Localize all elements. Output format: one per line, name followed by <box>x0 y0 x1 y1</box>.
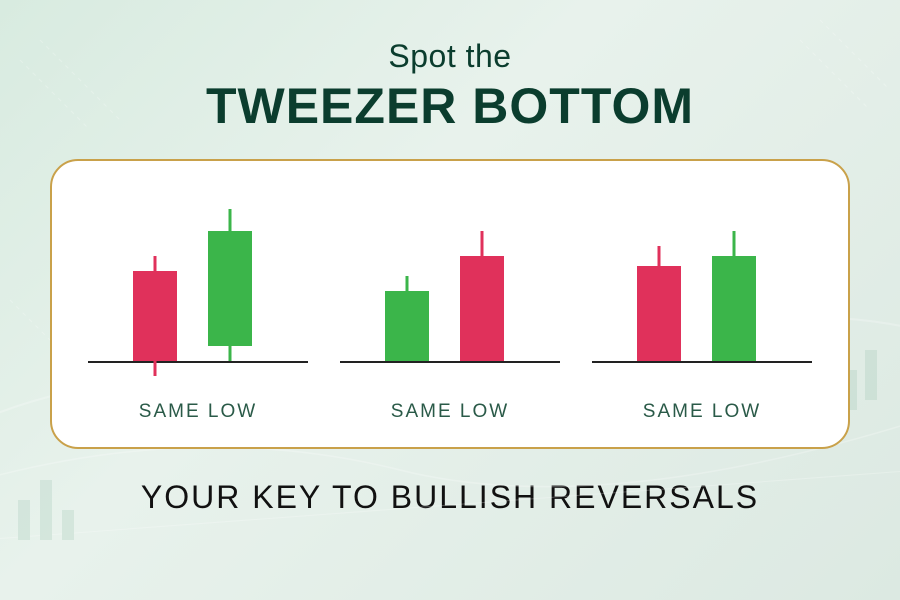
baseline <box>88 361 308 363</box>
footer-text: YOUR KEY TO BULLISH REVERSALS <box>0 479 900 516</box>
candle-body <box>712 256 756 361</box>
title-big: TWEEZER BOTTOM <box>0 77 900 135</box>
candle <box>637 201 681 391</box>
candle-canvas <box>88 201 308 391</box>
candle-body <box>460 256 504 361</box>
candle-body <box>637 266 681 361</box>
pattern-panel: SAME LOW SAME LOW SAME LOW <box>50 159 850 449</box>
candle-canvas <box>592 201 812 391</box>
candle-pair: SAME LOW <box>340 201 560 423</box>
candle <box>460 201 504 391</box>
baseline <box>592 361 812 363</box>
candle <box>385 201 429 391</box>
candle-pair: SAME LOW <box>88 201 308 423</box>
candle-body <box>133 271 177 361</box>
baseline <box>340 361 560 363</box>
candle-pair: SAME LOW <box>592 201 812 423</box>
candle-body <box>385 291 429 361</box>
header: Spot the TWEEZER BOTTOM <box>0 0 900 135</box>
candle-canvas <box>340 201 560 391</box>
candle <box>208 201 252 391</box>
title-small: Spot the <box>0 38 900 75</box>
footer: YOUR KEY TO BULLISH REVERSALS <box>0 479 900 516</box>
candle <box>712 201 756 391</box>
pair-label: SAME LOW <box>139 401 257 423</box>
candle-body <box>208 231 252 346</box>
pair-label: SAME LOW <box>643 401 761 423</box>
pair-label: SAME LOW <box>391 401 509 423</box>
candle <box>133 201 177 391</box>
